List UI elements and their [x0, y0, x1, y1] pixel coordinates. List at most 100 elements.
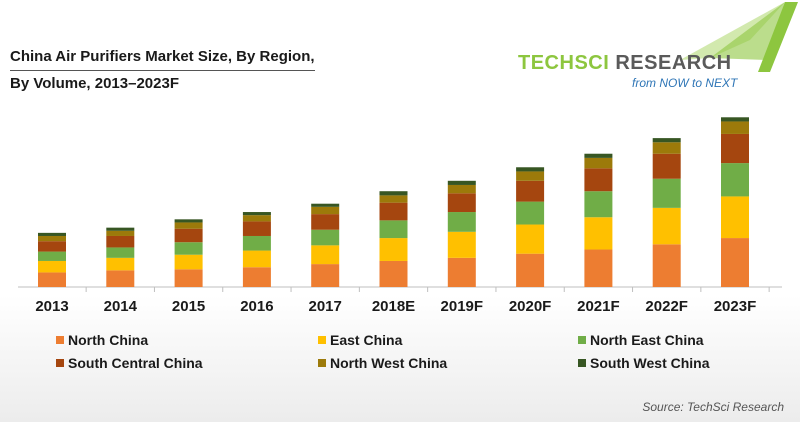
- legend-label: North East China: [590, 332, 704, 348]
- bar-segment-2018e-north-west-china: [379, 195, 408, 203]
- logo-name-part-2: RESEARCH: [609, 52, 732, 74]
- bar-segment-2014-north-west-china: [106, 230, 135, 236]
- bar-segment-2016-east-china: [242, 250, 271, 268]
- source-note: Source: TechSci Research: [642, 400, 784, 414]
- bar-segment-2023f-north-china: [721, 238, 749, 287]
- bar-segment-2017-north-china: [311, 264, 340, 287]
- company-logo: TECHSCI RESEARCH: [518, 52, 732, 75]
- legend-swatch: [56, 359, 64, 367]
- legend-label: North West China: [330, 355, 448, 371]
- bar-segment-2021f-north-east-china: [584, 191, 613, 218]
- x-tick-label-2016: 2016: [240, 298, 273, 315]
- bar-segment-2017-south-west-china: [311, 203, 340, 207]
- x-tick-label-2020f: 2020F: [509, 298, 552, 315]
- bar-segment-2014-south-central-china: [106, 235, 135, 248]
- bar-segment-2018e-south-west-china: [379, 191, 408, 196]
- bar-segment-2018e-south-central-china: [379, 202, 408, 221]
- bar-segment-2023f-north-west-china: [721, 121, 749, 134]
- bar-segment-2015-east-china: [174, 254, 203, 270]
- legend-label: East China: [330, 332, 403, 348]
- bar-segment-2019f-south-central-china: [447, 193, 476, 213]
- bar-segment-2022f-north-west-china: [652, 142, 681, 154]
- bar-segment-2013-east-china: [38, 260, 66, 273]
- bar-segment-2021f-south-central-china: [584, 168, 613, 192]
- bar-segment-2015-south-west-china: [174, 219, 203, 223]
- legend-swatch: [318, 336, 326, 344]
- x-tick-label-2013: 2013: [35, 298, 68, 315]
- bar-segment-2021f-south-west-china: [584, 153, 613, 158]
- bar-segment-2014-north-east-china: [106, 247, 135, 258]
- x-tick-label-2022f: 2022F: [645, 298, 688, 315]
- bar-segment-2013-south-west-china: [38, 232, 66, 236]
- bar-segment-2020f-north-east-china: [516, 201, 545, 225]
- bar-segment-2016-south-central-china: [242, 221, 271, 236]
- x-tick-label-2019f: 2019F: [441, 298, 484, 315]
- bar-segment-2023f-east-china: [721, 196, 749, 239]
- legend-item-north-east-china: North East China: [578, 332, 704, 348]
- x-tick-label-2018e: 2018E: [372, 298, 415, 315]
- bar-segment-2018e-north-east-china: [379, 220, 408, 239]
- x-tick-label-2015: 2015: [172, 298, 205, 315]
- x-tick-label-2017: 2017: [309, 298, 342, 315]
- chart-title-line-1: China Air Purifiers Market Size, By Regi…: [10, 44, 315, 71]
- bar-segment-2021f-north-west-china: [584, 157, 613, 169]
- bar-segment-2020f-north-west-china: [516, 171, 545, 181]
- bar-segment-2014-south-west-china: [106, 227, 135, 231]
- logo-tagline: from NOW to NEXT: [632, 76, 738, 90]
- chart-title-line-2: By Volume, 2013–2023F: [10, 75, 179, 92]
- legend-item-south-west-china: South West China: [578, 355, 710, 371]
- bar-segment-2013-south-central-china: [38, 241, 66, 252]
- bar-segment-2014-north-china: [106, 270, 135, 287]
- logo-swoosh-icon: [680, 2, 798, 72]
- bar-segment-2022f-south-west-china: [652, 138, 681, 143]
- bar-segment-2019f-north-west-china: [447, 184, 476, 194]
- legend-item-north-west-china: North West China: [318, 355, 447, 371]
- bar-segment-2020f-south-central-china: [516, 180, 545, 202]
- x-tick-label-2021f: 2021F: [577, 298, 620, 315]
- legend-swatch: [578, 336, 586, 344]
- bar-segment-2015-north-east-china: [174, 242, 203, 255]
- bar-segment-2021f-east-china: [584, 217, 613, 250]
- bar-segment-2023f-south-west-china: [721, 117, 749, 122]
- bar-segment-2017-north-west-china: [311, 206, 340, 215]
- legend-label: South Central China: [68, 355, 203, 371]
- bar-segment-2016-north-china: [242, 267, 271, 287]
- bar-segment-2014-east-china: [106, 257, 135, 271]
- legend-label: North China: [68, 332, 149, 348]
- legend-swatch: [318, 359, 326, 367]
- bar-segment-2019f-east-china: [447, 231, 476, 258]
- bar-segment-2016-north-east-china: [242, 235, 271, 251]
- chart-title: China Air Purifiers Market Size, By Regi…: [10, 44, 315, 96]
- bar-segment-2015-south-central-china: [174, 228, 203, 243]
- bar-segment-2020f-south-west-china: [516, 167, 545, 172]
- bar-segment-2023f-north-east-china: [721, 163, 749, 197]
- bar-segment-2019f-south-west-china: [447, 180, 476, 185]
- x-tick-label-2023f: 2023F: [714, 298, 757, 315]
- bar-segment-2020f-east-china: [516, 224, 545, 254]
- legend-item-east-china: East China: [318, 332, 402, 348]
- bar-segment-2022f-north-east-china: [652, 178, 681, 208]
- bar-segment-2015-north-china: [174, 269, 203, 287]
- bar-segment-2013-north-china: [38, 272, 66, 287]
- bar-segment-2017-north-east-china: [311, 229, 340, 246]
- x-tick-label-2014: 2014: [104, 298, 138, 315]
- bar-segment-2013-north-east-china: [38, 251, 66, 261]
- bar-segment-2021f-north-china: [584, 249, 613, 287]
- bar-segment-2017-south-central-china: [311, 214, 340, 230]
- legend-swatch: [56, 336, 64, 344]
- bar-segment-2019f-north-china: [447, 257, 476, 287]
- bar-segment-2022f-east-china: [652, 207, 681, 245]
- stacked-bar-chart: 2013 2014 2015 2016 2017 2018E 2019F 2020F 2021F…: [18, 117, 782, 315]
- bar-segment-2015-north-west-china: [174, 222, 203, 229]
- legend-item-south-central-china: South Central China: [56, 355, 203, 371]
- legend-swatch: [578, 359, 586, 367]
- bar-segment-2023f-south-central-china: [721, 133, 749, 164]
- bar-segment-2022f-north-china: [652, 244, 681, 287]
- bar-segment-2017-east-china: [311, 245, 340, 265]
- bar-segment-2020f-north-china: [516, 253, 545, 287]
- bar-segment-2019f-north-east-china: [447, 212, 476, 232]
- bar-segment-2022f-south-central-china: [652, 153, 681, 179]
- bar-segment-2018e-east-china: [379, 238, 408, 261]
- bar-segment-2013-north-west-china: [38, 235, 66, 242]
- bar-segment-2016-south-west-china: [242, 212, 271, 216]
